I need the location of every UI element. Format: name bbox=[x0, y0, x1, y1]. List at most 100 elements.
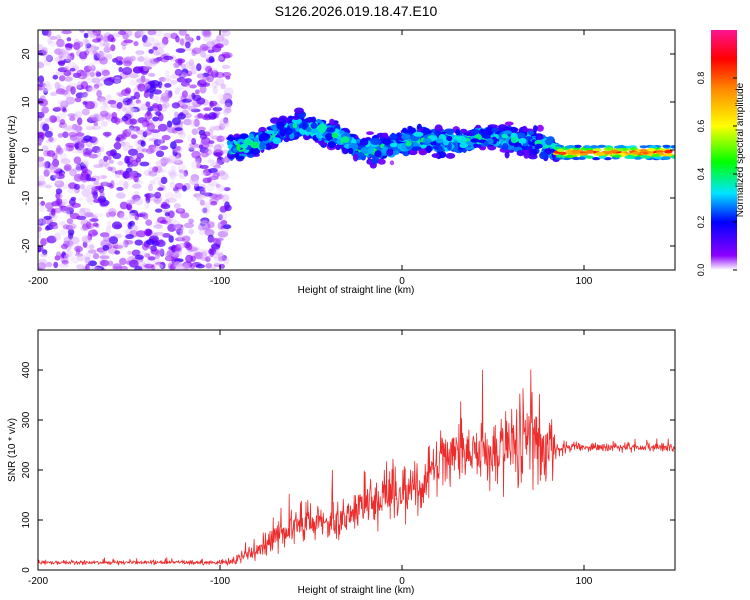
heatmap-cell bbox=[196, 196, 203, 202]
heatmap-cell bbox=[565, 154, 574, 158]
heatmap-cell bbox=[173, 220, 182, 229]
heatmap-cell bbox=[38, 161, 45, 168]
heatmap-cell bbox=[485, 128, 492, 136]
heatmap-cell bbox=[61, 260, 69, 265]
heatmap-cell bbox=[119, 212, 125, 221]
heatmap-cell bbox=[41, 180, 47, 188]
heatmap-cell bbox=[174, 260, 182, 269]
heatmap-cell bbox=[128, 212, 134, 219]
heatmap-cell bbox=[207, 236, 216, 243]
heatmap-cell bbox=[127, 250, 132, 255]
heatmap-cell bbox=[70, 196, 77, 201]
heatmap-cell bbox=[131, 194, 140, 202]
heatmap-cell bbox=[163, 55, 174, 61]
heatmap-cell bbox=[190, 66, 197, 75]
heatmap-cell bbox=[445, 152, 456, 159]
x-tick-label: -200 bbox=[28, 576, 48, 587]
heatmap-cell bbox=[102, 244, 110, 251]
y-tick-label: -10 bbox=[21, 190, 32, 205]
heatmap-cell bbox=[178, 172, 187, 179]
heatmap-cell bbox=[216, 156, 225, 165]
heatmap-cell bbox=[221, 30, 231, 37]
heatmap-cell bbox=[107, 99, 117, 105]
heatmap-cell bbox=[99, 191, 105, 198]
heatmap-cell bbox=[60, 89, 69, 96]
heatmap-cell bbox=[214, 78, 225, 86]
heatmap-cell bbox=[572, 156, 581, 161]
heatmap-cell bbox=[144, 228, 153, 237]
heatmap-cell bbox=[95, 82, 104, 87]
heatmap-cell bbox=[377, 158, 386, 165]
heatmap-cell bbox=[85, 263, 90, 270]
heatmap-cell bbox=[96, 149, 102, 158]
heatmap-cell bbox=[46, 235, 57, 244]
x-tick-label: 0 bbox=[399, 576, 405, 587]
heatmap-cell bbox=[329, 118, 335, 126]
heatmap-cell bbox=[92, 38, 101, 43]
heatmap-cell bbox=[222, 109, 230, 116]
heatmap-cell bbox=[236, 143, 241, 151]
heatmap-cell bbox=[69, 212, 80, 220]
heatmap-cell bbox=[169, 263, 177, 270]
heatmap-cell bbox=[147, 245, 153, 249]
heatmap-cell bbox=[130, 106, 141, 113]
heatmap-cell bbox=[435, 138, 444, 144]
heatmap-cell bbox=[220, 83, 226, 90]
heatmap-cell bbox=[181, 235, 191, 243]
heatmap-cell bbox=[181, 262, 188, 270]
heatmap-cell bbox=[613, 154, 622, 158]
heatmap-cell bbox=[43, 161, 49, 169]
heatmap-cell bbox=[155, 160, 166, 168]
heatmap-cell bbox=[215, 159, 222, 167]
heatmap-cell bbox=[219, 118, 230, 127]
heatmap-cell bbox=[71, 149, 81, 155]
heatmap-cell bbox=[137, 83, 146, 92]
heatmap-cell bbox=[59, 75, 66, 82]
y-tick-label: 300 bbox=[21, 411, 32, 428]
heatmap-cell bbox=[134, 139, 142, 147]
heatmap-cell bbox=[65, 225, 73, 230]
heatmap-cell bbox=[187, 94, 193, 101]
heatmap-cell bbox=[77, 147, 86, 154]
heatmap-cell bbox=[126, 202, 132, 211]
heatmap-cell bbox=[193, 251, 203, 257]
heatmap-cell bbox=[232, 147, 238, 153]
heatmap-cell bbox=[143, 57, 152, 66]
heatmap-cell bbox=[44, 226, 51, 231]
heatmap-cell bbox=[310, 122, 318, 129]
heatmap-cell bbox=[188, 147, 195, 152]
heatmap-cell bbox=[75, 132, 85, 137]
heatmap-cell bbox=[133, 175, 139, 183]
heatmap-cell bbox=[107, 260, 114, 267]
heatmap-cell bbox=[128, 148, 138, 156]
heatmap-cell bbox=[55, 71, 65, 76]
heatmap-cell bbox=[49, 213, 58, 222]
y-tick-label: 0 bbox=[21, 147, 32, 153]
heatmap-cell bbox=[443, 139, 449, 146]
heatmap-cell bbox=[200, 187, 206, 194]
heatmap-cell bbox=[202, 207, 208, 213]
heatmap-cell bbox=[41, 88, 49, 93]
heatmap-cell bbox=[119, 138, 126, 144]
heatmap-cell bbox=[216, 34, 225, 42]
heatmap-cell bbox=[57, 133, 64, 138]
heatmap-cell bbox=[208, 140, 215, 145]
heatmap-cell bbox=[590, 145, 599, 149]
heatmap-cell bbox=[87, 197, 96, 205]
heatmap-cell bbox=[119, 257, 127, 265]
heatmap-cell bbox=[117, 242, 126, 251]
heatmap-cell bbox=[94, 46, 100, 51]
heatmap-cell bbox=[121, 45, 127, 51]
heatmap-cell bbox=[79, 161, 90, 167]
heatmap-cell bbox=[43, 169, 50, 177]
heatmap-cell bbox=[129, 125, 135, 131]
heatmap-cell bbox=[208, 56, 215, 63]
heatmap-cell bbox=[41, 47, 48, 55]
heatmap-cell bbox=[130, 55, 136, 62]
heatmap-cell bbox=[475, 124, 481, 129]
heatmap-cell bbox=[38, 218, 47, 226]
heatmap-cell bbox=[102, 33, 107, 40]
heatmap-cell bbox=[639, 145, 648, 149]
heatmap-cell bbox=[216, 135, 225, 143]
heatmap-cell bbox=[38, 180, 46, 186]
